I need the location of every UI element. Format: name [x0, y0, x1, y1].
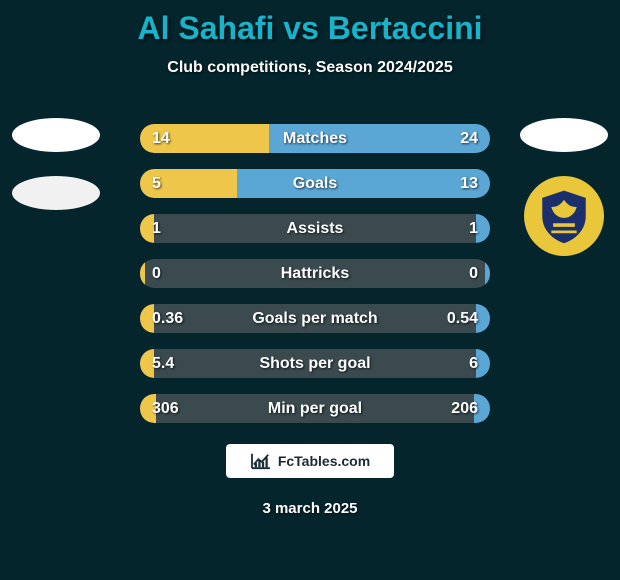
comparison-card: Al Sahafi vs Bertaccini Club competition…: [0, 0, 620, 580]
stat-bar: 1424Matches: [140, 124, 490, 153]
bar-label: Min per goal: [140, 394, 490, 423]
flag-icon: [520, 118, 608, 152]
left-badges: [12, 118, 100, 210]
bar-label: Hattricks: [140, 259, 490, 288]
cap-icon: [12, 176, 100, 210]
stat-bar: 00Hattricks: [140, 259, 490, 288]
flag-icon: [12, 118, 100, 152]
date-text: 3 march 2025: [0, 500, 620, 517]
bar-label: Assists: [140, 214, 490, 243]
club-crest-icon: [524, 176, 604, 256]
brand-badge: FcTables.com: [226, 444, 394, 478]
brand-text: FcTables.com: [278, 453, 370, 469]
stat-bar: 11Assists: [140, 214, 490, 243]
stat-bar: 513Goals: [140, 169, 490, 198]
bar-label: Matches: [140, 124, 490, 153]
bar-label: Goals: [140, 169, 490, 198]
stat-bar: 0.360.54Goals per match: [140, 304, 490, 333]
page-subtitle: Club competitions, Season 2024/2025: [0, 59, 620, 77]
stat-bars: 1424Matches 513Goals 11Assists 00Hattricks 0…: [140, 124, 490, 423]
bar-label: Shots per goal: [140, 349, 490, 378]
stat-bar: 306206Min per goal: [140, 394, 490, 423]
right-badges: [520, 118, 608, 256]
bar-label: Goals per match: [140, 304, 490, 333]
stat-bar: 5.46Shots per goal: [140, 349, 490, 378]
chart-icon: [250, 452, 272, 470]
page-title: Al Sahafi vs Bertaccini: [0, 0, 620, 47]
